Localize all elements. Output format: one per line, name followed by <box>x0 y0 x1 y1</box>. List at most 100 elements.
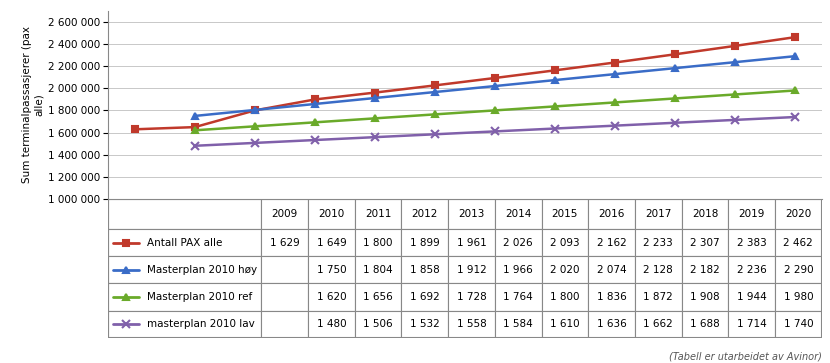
FancyBboxPatch shape <box>108 229 261 256</box>
FancyBboxPatch shape <box>308 256 354 284</box>
FancyBboxPatch shape <box>108 199 261 229</box>
Y-axis label: Sum terminalpassasjerer (pax
alle): Sum terminalpassasjerer (pax alle) <box>22 26 44 183</box>
Text: 2015: 2015 <box>552 209 578 219</box>
FancyBboxPatch shape <box>448 199 495 229</box>
Text: 1 966: 1 966 <box>503 265 533 275</box>
FancyBboxPatch shape <box>495 256 541 284</box>
FancyBboxPatch shape <box>775 284 822 310</box>
FancyBboxPatch shape <box>108 256 261 284</box>
Text: 2 233: 2 233 <box>643 238 673 248</box>
FancyBboxPatch shape <box>728 284 775 310</box>
FancyBboxPatch shape <box>354 256 402 284</box>
FancyBboxPatch shape <box>402 284 448 310</box>
Text: 2 162: 2 162 <box>597 238 627 248</box>
FancyBboxPatch shape <box>402 199 448 229</box>
FancyBboxPatch shape <box>402 310 448 338</box>
FancyBboxPatch shape <box>541 284 588 310</box>
FancyBboxPatch shape <box>261 229 308 256</box>
FancyBboxPatch shape <box>495 199 541 229</box>
Text: 1 872: 1 872 <box>643 292 673 302</box>
FancyBboxPatch shape <box>402 256 448 284</box>
FancyBboxPatch shape <box>495 284 541 310</box>
Text: 2 307: 2 307 <box>691 238 720 248</box>
Text: 1 740: 1 740 <box>784 319 813 329</box>
Text: 2013: 2013 <box>458 209 485 219</box>
Text: 1 636: 1 636 <box>597 319 627 329</box>
FancyBboxPatch shape <box>728 199 775 229</box>
FancyBboxPatch shape <box>588 199 635 229</box>
Text: Masterplan 2010 høy: Masterplan 2010 høy <box>147 265 257 275</box>
Text: 2017: 2017 <box>645 209 671 219</box>
Text: 2014: 2014 <box>505 209 531 219</box>
FancyBboxPatch shape <box>635 199 681 229</box>
FancyBboxPatch shape <box>635 256 681 284</box>
FancyBboxPatch shape <box>402 229 448 256</box>
Text: 1 944: 1 944 <box>737 292 767 302</box>
FancyBboxPatch shape <box>448 229 495 256</box>
FancyBboxPatch shape <box>588 284 635 310</box>
Text: 1 662: 1 662 <box>643 319 673 329</box>
Text: 1 836: 1 836 <box>597 292 627 302</box>
Text: 1 980: 1 980 <box>784 292 813 302</box>
Text: 1 620: 1 620 <box>316 292 346 302</box>
FancyBboxPatch shape <box>448 256 495 284</box>
FancyBboxPatch shape <box>261 199 308 229</box>
FancyBboxPatch shape <box>495 229 541 256</box>
Text: 1 656: 1 656 <box>364 292 393 302</box>
FancyBboxPatch shape <box>108 310 261 338</box>
Text: 2 236: 2 236 <box>737 265 767 275</box>
Text: 2 383: 2 383 <box>737 238 767 248</box>
FancyBboxPatch shape <box>308 310 354 338</box>
FancyBboxPatch shape <box>354 284 402 310</box>
Text: masterplan 2010 lav: masterplan 2010 lav <box>147 319 255 329</box>
FancyBboxPatch shape <box>775 256 822 284</box>
FancyBboxPatch shape <box>588 310 635 338</box>
Text: 2 128: 2 128 <box>643 265 673 275</box>
Text: 1 764: 1 764 <box>503 292 533 302</box>
Text: 2 182: 2 182 <box>690 265 720 275</box>
FancyBboxPatch shape <box>495 310 541 338</box>
FancyBboxPatch shape <box>308 229 354 256</box>
FancyBboxPatch shape <box>541 199 588 229</box>
Text: 2 290: 2 290 <box>784 265 813 275</box>
Text: 1 506: 1 506 <box>364 319 393 329</box>
FancyBboxPatch shape <box>308 284 354 310</box>
FancyBboxPatch shape <box>728 310 775 338</box>
Text: 2010: 2010 <box>318 209 344 219</box>
FancyBboxPatch shape <box>681 310 728 338</box>
Text: 1 908: 1 908 <box>691 292 720 302</box>
Text: (Tabell er utarbeidet av Avinor): (Tabell er utarbeidet av Avinor) <box>669 351 822 361</box>
Text: 1 692: 1 692 <box>410 292 440 302</box>
Text: 1 649: 1 649 <box>316 238 346 248</box>
Text: 2 020: 2 020 <box>550 265 579 275</box>
FancyBboxPatch shape <box>308 199 354 229</box>
FancyBboxPatch shape <box>261 310 308 338</box>
FancyBboxPatch shape <box>354 199 402 229</box>
Text: 1 610: 1 610 <box>550 319 579 329</box>
FancyBboxPatch shape <box>448 284 495 310</box>
Text: 1 584: 1 584 <box>503 319 533 329</box>
Text: Antall PAX alle: Antall PAX alle <box>147 238 222 248</box>
FancyBboxPatch shape <box>588 229 635 256</box>
FancyBboxPatch shape <box>541 229 588 256</box>
Text: 2020: 2020 <box>785 209 812 219</box>
Text: 1 804: 1 804 <box>364 265 393 275</box>
Text: 1 800: 1 800 <box>550 292 579 302</box>
Text: 1 912: 1 912 <box>457 265 486 275</box>
Text: 1 961: 1 961 <box>457 238 486 248</box>
Text: 2016: 2016 <box>598 209 625 219</box>
Text: 2011: 2011 <box>365 209 391 219</box>
Text: 1 558: 1 558 <box>457 319 486 329</box>
FancyBboxPatch shape <box>775 199 822 229</box>
FancyBboxPatch shape <box>541 310 588 338</box>
FancyBboxPatch shape <box>541 256 588 284</box>
FancyBboxPatch shape <box>635 229 681 256</box>
Text: 1 688: 1 688 <box>690 319 720 329</box>
FancyBboxPatch shape <box>681 284 728 310</box>
FancyBboxPatch shape <box>354 229 402 256</box>
FancyBboxPatch shape <box>108 284 261 310</box>
FancyBboxPatch shape <box>728 256 775 284</box>
FancyBboxPatch shape <box>775 229 822 256</box>
Text: 1 899: 1 899 <box>410 238 440 248</box>
Text: 2018: 2018 <box>691 209 718 219</box>
